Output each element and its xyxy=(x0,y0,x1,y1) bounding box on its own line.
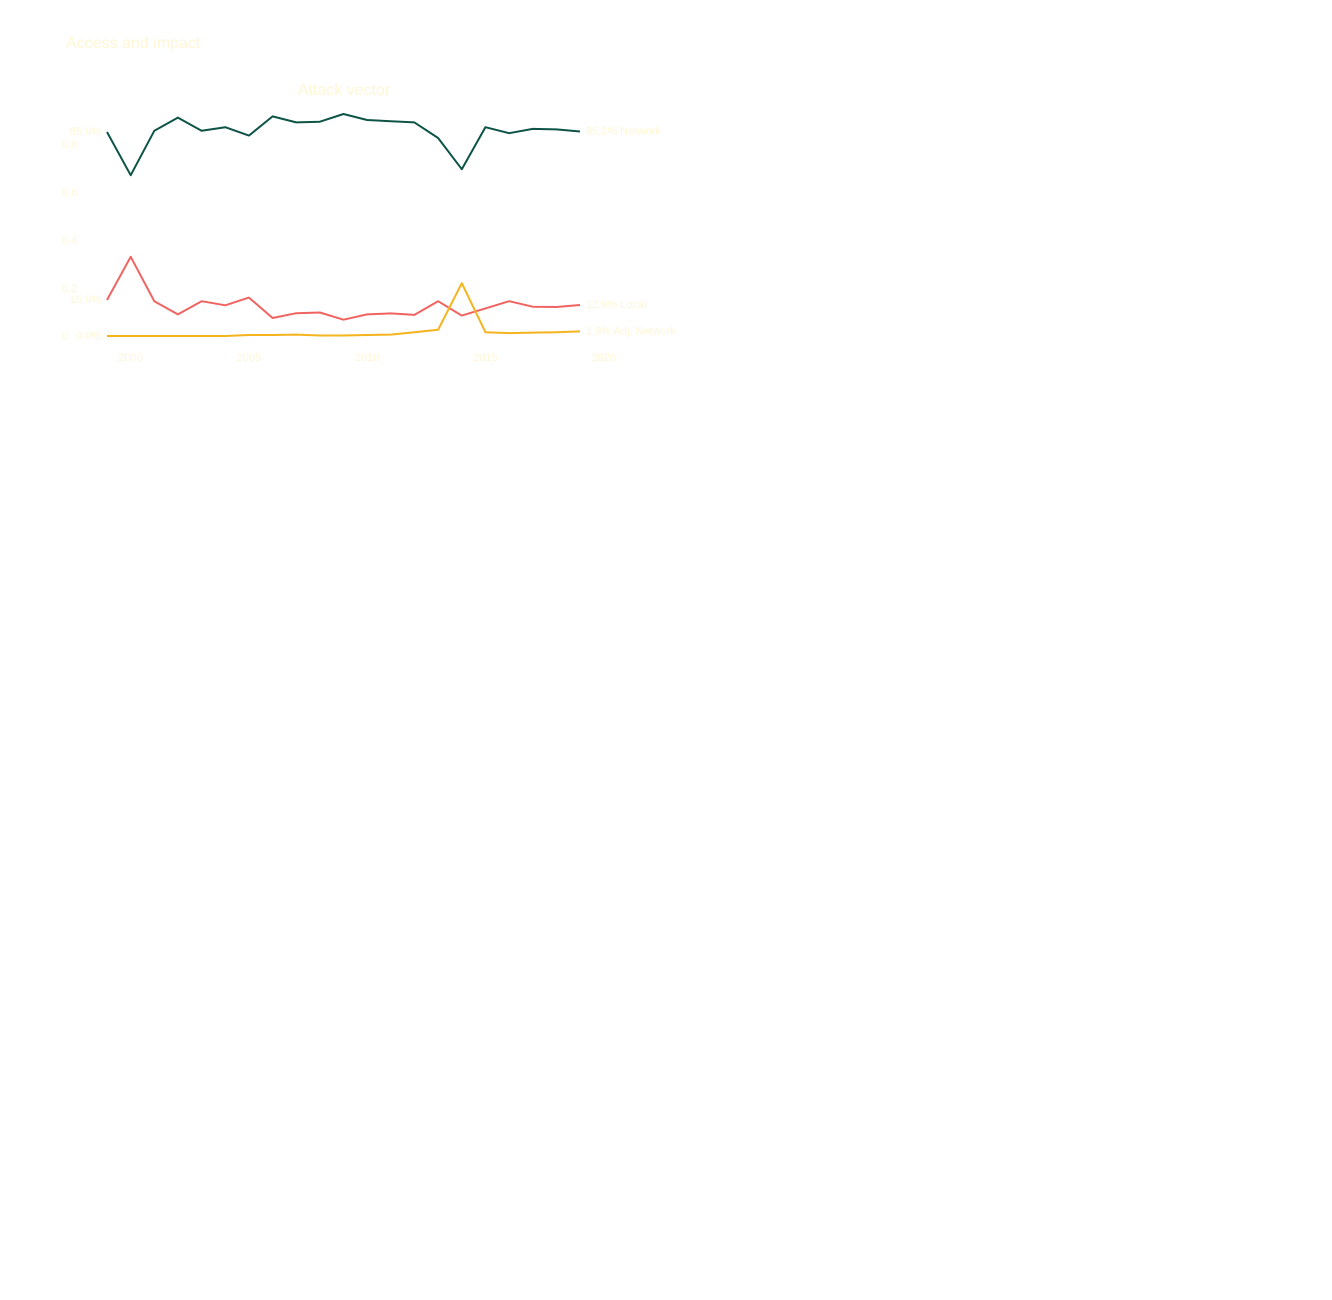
x-tick-label: 2010 xyxy=(355,352,379,364)
series-lines xyxy=(106,113,581,337)
x-axis-tick-labels: 2000 2005 2010 2015 2020 xyxy=(118,352,615,364)
start-label-network: 85.0% xyxy=(70,126,101,138)
x-tick-label: 2015 xyxy=(473,352,497,364)
x-tick-label: 2020 xyxy=(591,352,615,364)
y-tick-label: 0.8 xyxy=(62,139,77,151)
y-tick-label: 0.4 xyxy=(62,235,77,247)
x-tick-label: 2000 xyxy=(118,352,142,364)
end-label-adj-network: 1.9% Adj. Network xyxy=(586,325,676,337)
chart-title: Attack vector xyxy=(298,82,391,99)
y-tick-label: 0.2 xyxy=(62,283,77,295)
series-line-network xyxy=(106,113,581,177)
series-start-labels: 85.0% 15.0% 0.0% xyxy=(70,126,101,342)
end-label-network: 85.2% Network xyxy=(586,126,661,138)
series-line-adj-network xyxy=(107,282,581,337)
end-label-local: 12.9% Local xyxy=(586,299,647,311)
y-tick-label: 0.6 xyxy=(62,187,77,199)
series-line-local xyxy=(106,255,581,321)
series-end-labels: 85.2% Network 12.9% Local 1.9% Adj. Networ… xyxy=(586,126,676,338)
page-title: Access and impact xyxy=(66,35,201,52)
y-axis-tick-labels: 0 0.2 0.4 0.6 0.8 xyxy=(62,139,77,343)
start-label-local: 15.0% xyxy=(70,294,101,306)
y-tick-label: 0 xyxy=(62,331,68,343)
x-tick-label: 2005 xyxy=(237,352,261,364)
start-label-adj-network: 0.0% xyxy=(76,330,101,342)
